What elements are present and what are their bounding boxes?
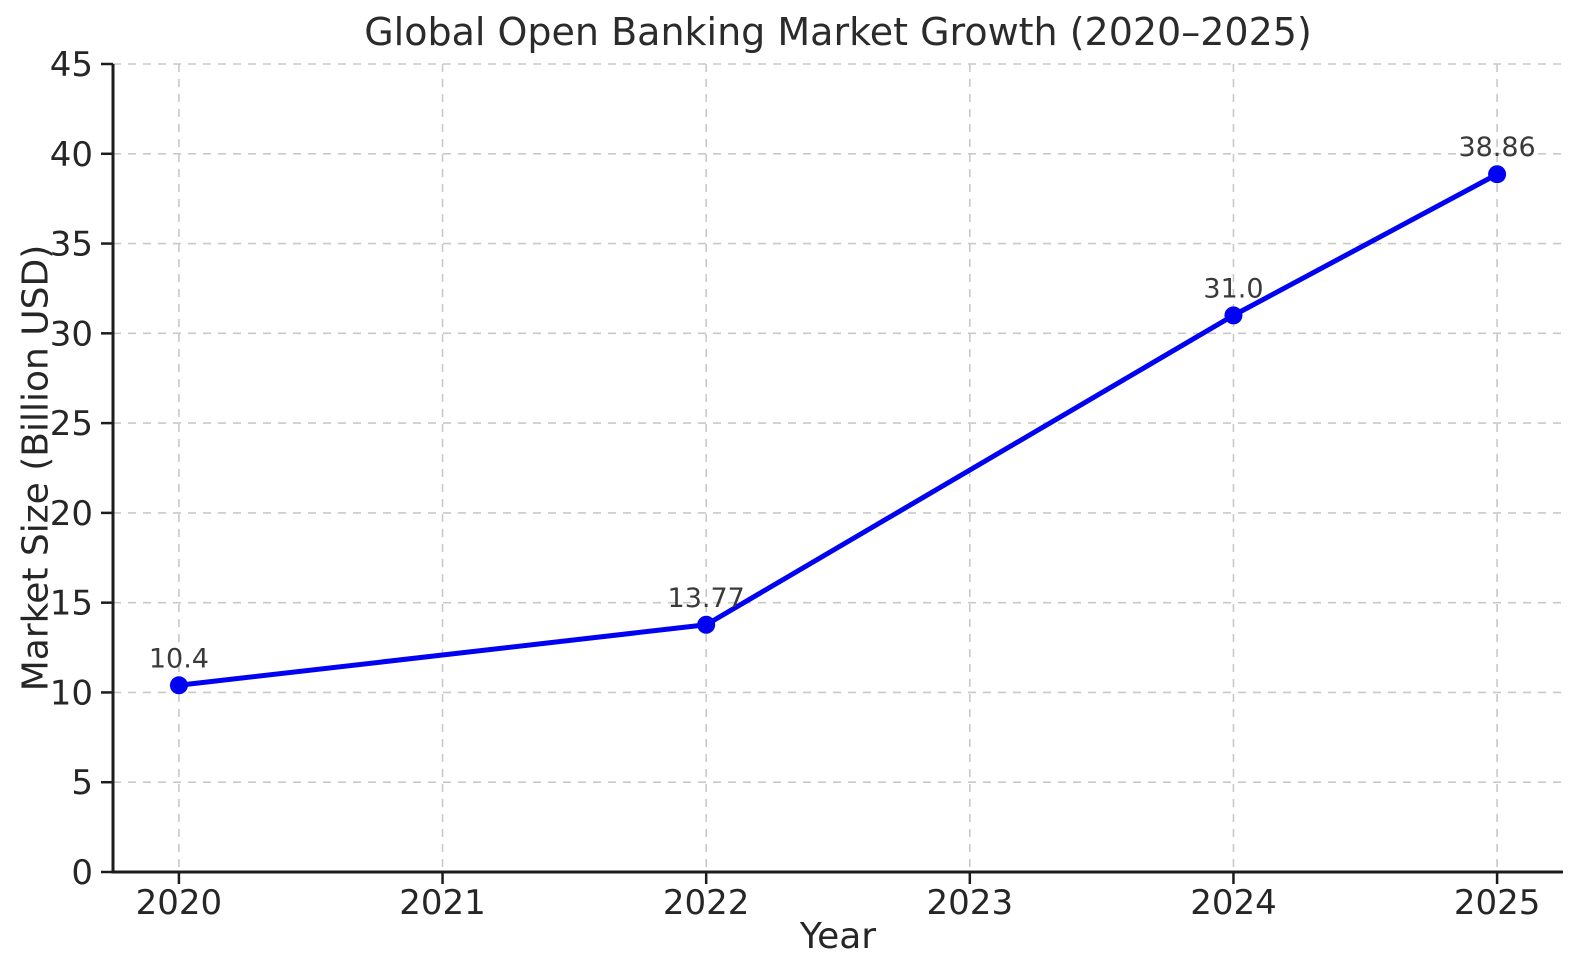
series-line bbox=[176, 171, 1500, 688]
chart-title: Global Open Banking Market Growth (2020–… bbox=[364, 10, 1312, 54]
x-tick-label: 2020 bbox=[136, 883, 223, 923]
data-point-marker bbox=[1488, 165, 1507, 184]
x-tick-label: 2025 bbox=[1454, 883, 1541, 923]
y-tick-label: 5 bbox=[71, 763, 93, 803]
data-point-marker bbox=[1224, 306, 1243, 325]
data-point-label: 10.4 bbox=[149, 643, 209, 674]
data-point-label: 13.77 bbox=[668, 583, 745, 614]
y-tick-label: 10 bbox=[50, 673, 93, 713]
y-tick-label: 20 bbox=[50, 494, 93, 534]
y-tick-label: 35 bbox=[50, 225, 93, 265]
y-tick-label: 25 bbox=[50, 404, 93, 444]
data-point-marker bbox=[169, 676, 188, 695]
x-tick-label: 2023 bbox=[927, 883, 1014, 923]
x-tick-label: 2021 bbox=[399, 883, 486, 923]
y-tick-label: 45 bbox=[50, 45, 93, 85]
y-tick-label: 15 bbox=[50, 584, 93, 624]
x-tick-label: 2022 bbox=[663, 883, 750, 923]
x-axis-label: Year bbox=[799, 916, 877, 957]
data-point-marker bbox=[697, 615, 716, 634]
y-tick-label: 40 bbox=[50, 135, 93, 175]
data-point-label: 38.86 bbox=[1458, 132, 1535, 163]
y-tick-label: 0 bbox=[71, 853, 93, 893]
x-tick-label: 2024 bbox=[1190, 883, 1277, 923]
y-tick-label: 30 bbox=[50, 314, 93, 354]
data-point-label: 31.0 bbox=[1203, 273, 1263, 304]
